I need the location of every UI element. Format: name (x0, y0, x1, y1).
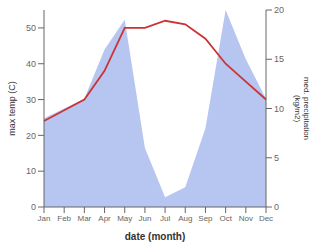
svg-text:Oct: Oct (219, 214, 232, 223)
svg-text:Apr: Apr (98, 214, 111, 223)
svg-text:med. precipitation(kg/m2): med. precipitation(kg/m2) (293, 77, 310, 140)
svg-text:Sep: Sep (198, 214, 213, 223)
svg-text:0: 0 (31, 202, 36, 212)
svg-text:Jun: Jun (138, 214, 151, 223)
svg-text:40: 40 (26, 59, 36, 69)
svg-text:Jul: Jul (160, 214, 170, 223)
svg-text:10: 10 (26, 166, 36, 176)
svg-text:Mar: Mar (77, 214, 91, 223)
svg-text:max temp (C): max temp (C) (8, 81, 17, 136)
svg-text:Jan: Jan (38, 214, 51, 223)
svg-text:20: 20 (274, 5, 284, 15)
svg-text:30: 30 (26, 95, 36, 105)
svg-text:Dec: Dec (259, 214, 273, 223)
svg-text:Aug: Aug (178, 214, 192, 223)
svg-text:May: May (117, 214, 132, 223)
svg-text:Feb: Feb (57, 214, 71, 223)
svg-text:50: 50 (26, 23, 36, 33)
svg-text:0: 0 (274, 202, 279, 212)
svg-text:20: 20 (26, 131, 36, 141)
svg-text:Nov: Nov (239, 214, 253, 223)
svg-text:5: 5 (274, 153, 279, 163)
svg-text:date (month): date (month) (125, 231, 186, 242)
svg-text:15: 15 (274, 54, 284, 64)
svg-text:10: 10 (274, 104, 284, 114)
